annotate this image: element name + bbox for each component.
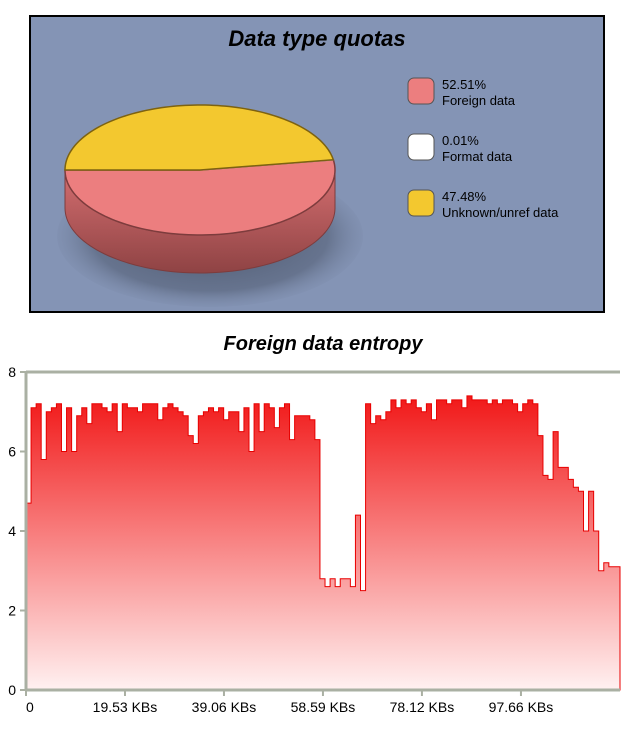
x-tick-label: 39.06 KBs <box>192 699 257 715</box>
y-tick-label: 2 <box>8 603 16 619</box>
y-tick-label: 4 <box>8 523 16 539</box>
x-tick-label: 97.66 KBs <box>489 699 554 715</box>
legend-label: Foreign data <box>442 93 516 108</box>
x-tick-label: 19.53 KBs <box>93 699 158 715</box>
legend-swatch <box>408 134 434 160</box>
legend-label: Unknown/unref data <box>442 205 559 220</box>
entropy-title: Foreign data entropy <box>224 333 424 355</box>
x-tick-label: 58.59 KBs <box>291 699 356 715</box>
legend-pct: 0.01% <box>442 133 479 148</box>
x-tick-label: 0 <box>26 699 34 715</box>
y-tick-label: 6 <box>8 444 16 460</box>
pie-title: Data type quotas <box>228 26 405 51</box>
entropy-chart: Foreign data entropy 0 2 4 6 8 0 19.53 KBs 39.06… <box>8 333 620 715</box>
y-tick-label: 8 <box>8 364 16 380</box>
chart-canvas: Data type quotas52.51%Foreign data0.01%F… <box>0 0 626 736</box>
entropy-area <box>26 396 620 690</box>
legend-pct: 52.51% <box>442 77 487 92</box>
pie-panel: Data type quotas 52.51%Foreign data 0.01%F… <box>30 16 604 312</box>
legend-label: Format data <box>442 149 513 164</box>
legend-swatch <box>408 190 434 216</box>
legend-swatch <box>408 78 434 104</box>
y-tick-label: 0 <box>8 682 16 698</box>
legend-pct: 47.48% <box>442 189 487 204</box>
x-tick-label: 78.12 KBs <box>390 699 455 715</box>
